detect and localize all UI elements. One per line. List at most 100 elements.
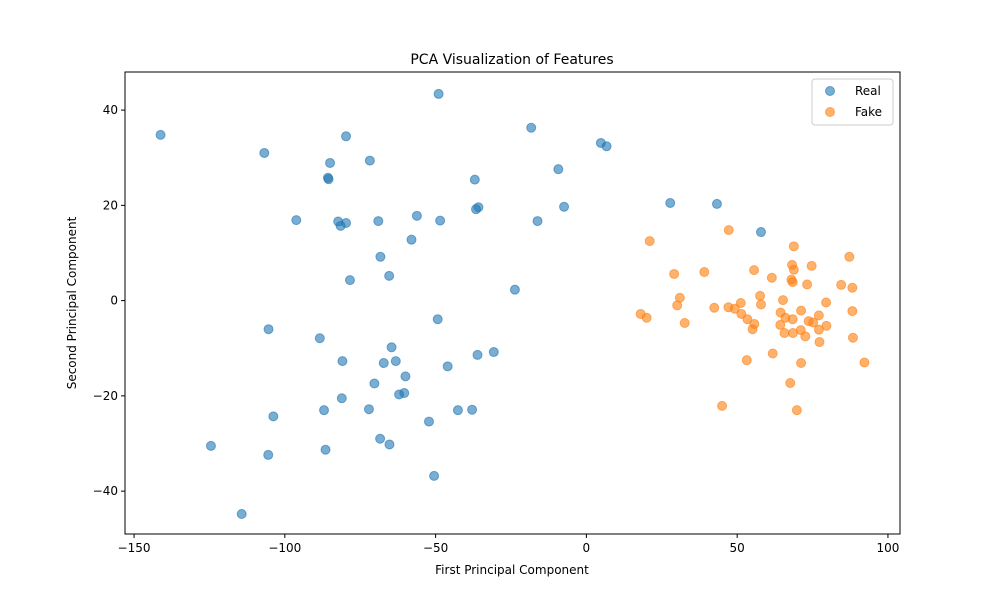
point-fake bbox=[787, 314, 798, 325]
point-real bbox=[291, 215, 302, 226]
point-real bbox=[411, 210, 422, 221]
point-fake bbox=[847, 282, 858, 293]
point-fake bbox=[717, 400, 728, 411]
x-tick-label: −100 bbox=[268, 541, 301, 555]
point-fake bbox=[847, 332, 858, 343]
point-fake bbox=[788, 264, 799, 275]
point-fake bbox=[859, 357, 870, 368]
x-tick-label: 0 bbox=[583, 541, 591, 555]
point-real bbox=[472, 349, 483, 360]
point-real bbox=[323, 174, 334, 185]
point-real bbox=[364, 155, 375, 166]
point-real bbox=[386, 342, 397, 353]
point-real bbox=[369, 378, 380, 389]
point-fake bbox=[741, 355, 752, 366]
x-tick-label: −50 bbox=[423, 541, 448, 555]
point-fake bbox=[766, 272, 777, 283]
legend-label-real: Real bbox=[855, 84, 881, 98]
point-real bbox=[559, 201, 570, 212]
point-fake bbox=[813, 310, 824, 321]
legend-marker-real bbox=[825, 86, 835, 96]
y-tick-label: 20 bbox=[103, 198, 118, 212]
point-real bbox=[375, 251, 386, 262]
legend: Real Fake bbox=[811, 78, 894, 126]
point-real bbox=[532, 216, 543, 227]
point-real bbox=[363, 404, 374, 415]
point-real bbox=[320, 444, 331, 455]
point-fake bbox=[802, 279, 813, 290]
point-real bbox=[452, 405, 463, 416]
point-real bbox=[433, 88, 444, 99]
point-real bbox=[406, 234, 417, 245]
point-fake bbox=[709, 302, 720, 313]
point-real bbox=[263, 324, 274, 335]
point-fake bbox=[644, 236, 655, 247]
point-real bbox=[314, 333, 325, 344]
data-points bbox=[155, 88, 870, 519]
point-fake bbox=[791, 405, 802, 416]
point-fake bbox=[742, 314, 753, 325]
point-fake bbox=[735, 298, 746, 308]
point-real bbox=[432, 314, 443, 325]
point-fake bbox=[767, 348, 778, 359]
point-real bbox=[711, 198, 722, 209]
point-real bbox=[390, 356, 401, 367]
x-axis-ticks: −150 −100 −50 0 50 100 bbox=[118, 534, 899, 555]
point-real bbox=[400, 371, 411, 382]
point-real bbox=[341, 217, 352, 228]
point-real bbox=[399, 388, 410, 399]
point-fake bbox=[723, 225, 734, 236]
point-real bbox=[236, 508, 247, 519]
point-real bbox=[337, 356, 348, 367]
y-tick-label: −40 bbox=[93, 484, 118, 498]
y-tick-label: −20 bbox=[93, 389, 118, 403]
point-fake bbox=[808, 317, 819, 328]
point-real bbox=[344, 275, 355, 286]
y-axis-ticks: −40 −20 0 20 40 bbox=[93, 103, 125, 498]
point-real bbox=[384, 439, 395, 450]
point-real bbox=[259, 147, 270, 158]
point-real bbox=[319, 405, 330, 416]
point-fake bbox=[796, 358, 807, 369]
point-fake bbox=[699, 267, 710, 278]
point-real bbox=[429, 470, 440, 481]
point-real bbox=[263, 449, 274, 460]
point-fake bbox=[749, 265, 760, 276]
point-real bbox=[467, 404, 478, 415]
point-real bbox=[488, 347, 499, 358]
point-fake bbox=[844, 251, 855, 262]
point-fake bbox=[755, 299, 766, 310]
point-real bbox=[155, 129, 166, 140]
y-axis-label: Second Principal Component bbox=[65, 216, 79, 389]
point-fake bbox=[641, 312, 652, 323]
point-real bbox=[509, 284, 520, 295]
point-fake bbox=[836, 279, 847, 290]
x-tick-label: 50 bbox=[730, 541, 745, 555]
point-real bbox=[378, 358, 389, 369]
point-fake bbox=[821, 297, 832, 308]
point-fake bbox=[847, 306, 858, 317]
point-real bbox=[665, 197, 676, 208]
point-fake bbox=[669, 268, 680, 279]
point-fake bbox=[788, 241, 799, 252]
point-fake bbox=[800, 331, 811, 342]
point-real bbox=[325, 157, 336, 168]
point-real bbox=[473, 202, 484, 213]
point-real bbox=[205, 440, 216, 451]
point-fake bbox=[813, 324, 824, 335]
point-fake bbox=[779, 328, 790, 339]
y-tick-label: 0 bbox=[110, 294, 118, 308]
point-real bbox=[435, 215, 446, 226]
point-real bbox=[375, 433, 386, 444]
point-real bbox=[755, 227, 766, 238]
x-tick-label: 100 bbox=[876, 541, 899, 555]
point-real bbox=[423, 416, 434, 427]
point-fake bbox=[814, 337, 825, 348]
point-real bbox=[526, 122, 537, 133]
point-fake bbox=[729, 303, 740, 314]
point-real bbox=[442, 361, 453, 372]
point-real bbox=[553, 164, 564, 175]
point-real bbox=[336, 393, 347, 404]
legend-label-fake: Fake bbox=[855, 105, 882, 119]
